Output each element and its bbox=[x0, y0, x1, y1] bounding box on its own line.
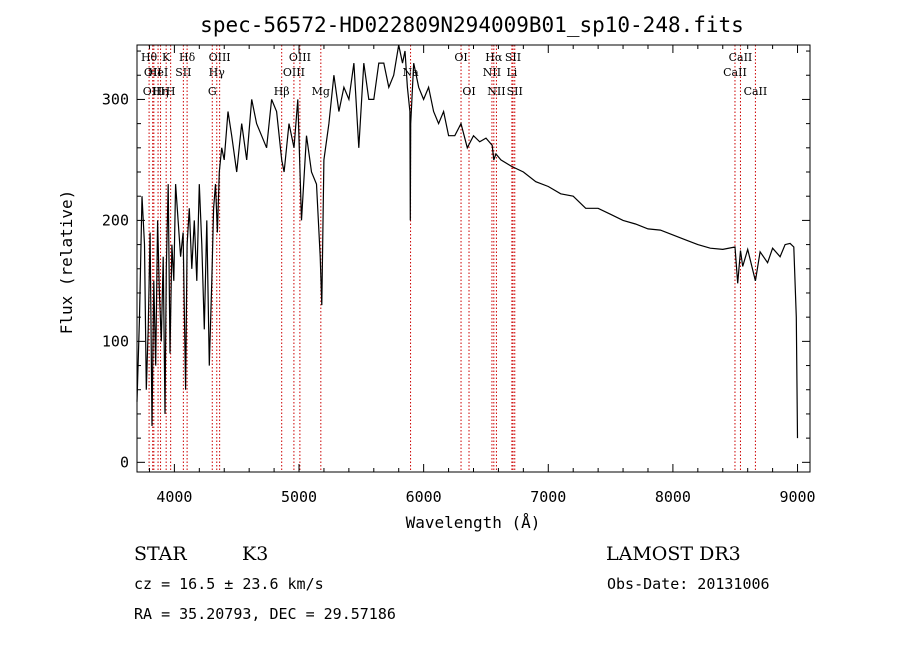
line-marker-label: CaII bbox=[723, 66, 747, 79]
y-tick-label: 200 bbox=[102, 211, 129, 229]
line-marker-label: CaII bbox=[729, 51, 753, 64]
y-axis-label: Flux (relative) bbox=[57, 190, 76, 335]
line-marker-label: Li bbox=[506, 66, 517, 79]
line-markers bbox=[148, 45, 756, 472]
chart-title: spec-56572-HD022809N294009B01_sp10-248.f… bbox=[200, 13, 744, 37]
y-axis: 0 100 200 300 bbox=[102, 50, 810, 471]
line-marker-label: OIII bbox=[209, 51, 231, 64]
x-tick-label: 6000 bbox=[406, 488, 442, 506]
line-marker-label: Hβ bbox=[274, 85, 290, 98]
line-marker-label: Hθ bbox=[141, 51, 158, 64]
line-marker-label: OI bbox=[462, 85, 475, 98]
line-marker-label: CaII bbox=[744, 85, 768, 98]
obs-date-text: Obs-Date: 20131006 bbox=[607, 575, 770, 593]
line-marker-labels: Hθ OII OIII HeI Hη K H SII Hδ G Hγ OIII Hβ OIII OIII Mg… bbox=[141, 51, 767, 98]
plot-frame bbox=[136, 44, 811, 473]
line-marker-label: HeI bbox=[148, 66, 168, 79]
line-marker-label: OIII bbox=[289, 51, 311, 64]
x-tick-label: 7000 bbox=[530, 488, 566, 506]
object-subclass: K3 bbox=[242, 543, 268, 565]
x-tick-label: 8000 bbox=[655, 488, 691, 506]
line-marker-label: SII bbox=[507, 85, 523, 98]
coordinates-text: RA = 35.20793, DEC = 29.57186 bbox=[134, 605, 396, 623]
line-marker-label: NII bbox=[483, 66, 501, 79]
spectrum-line bbox=[136, 44, 799, 439]
x-tick-label: 9000 bbox=[779, 488, 815, 506]
line-marker-label: Hγ bbox=[209, 66, 226, 79]
x-tick-label: 4000 bbox=[156, 488, 192, 506]
line-marker-label: Mg bbox=[312, 85, 330, 98]
line-marker-label: G bbox=[208, 85, 217, 98]
line-marker-label: OIII bbox=[143, 85, 165, 98]
line-marker-label: Hη bbox=[152, 85, 168, 98]
y-tick-label: 0 bbox=[120, 453, 129, 471]
y-tick-label: 100 bbox=[102, 332, 129, 350]
x-tick-label: 5000 bbox=[281, 488, 317, 506]
line-marker-label: Hα bbox=[485, 51, 503, 64]
line-marker-label: K bbox=[162, 51, 171, 64]
line-marker-label: NII bbox=[487, 85, 505, 98]
line-marker-label: SII bbox=[505, 51, 521, 64]
survey-name: LAMOST DR3 bbox=[606, 543, 741, 565]
redshift-text: cz = 16.5 ± 23.6 km/s bbox=[134, 575, 324, 593]
y-tick-label: 300 bbox=[102, 90, 129, 108]
line-marker-label: OII bbox=[144, 66, 162, 79]
line-marker-label: OIII bbox=[283, 66, 305, 79]
x-axis-label: Wavelength (Å) bbox=[406, 513, 541, 532]
line-marker-label: OI bbox=[454, 51, 467, 64]
line-marker-label: H bbox=[166, 85, 176, 98]
line-marker-label: Hδ bbox=[179, 51, 196, 64]
object-class: STAR bbox=[134, 543, 187, 565]
x-axis: 4000 5000 6000 7000 8000 9000 bbox=[148, 45, 816, 506]
line-marker-label: SII bbox=[175, 66, 191, 79]
